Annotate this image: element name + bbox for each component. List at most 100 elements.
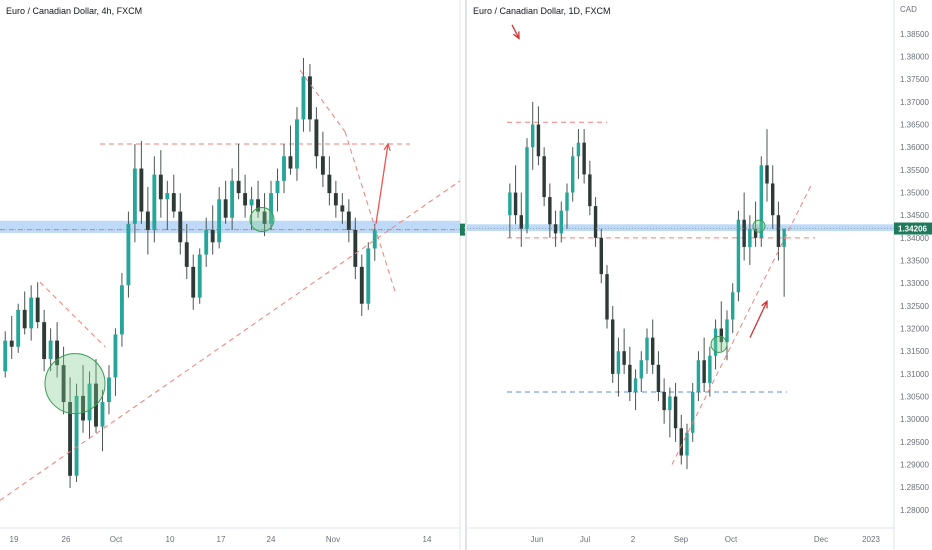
candle-body bbox=[236, 180, 241, 194]
candle-body bbox=[628, 364, 632, 392]
candle bbox=[748, 215, 752, 266]
candle bbox=[197, 248, 202, 304]
candle-body bbox=[249, 199, 254, 206]
time-tick-label: 2023 bbox=[862, 535, 880, 544]
candle-body bbox=[119, 285, 124, 335]
candle bbox=[81, 365, 85, 433]
candle-body bbox=[372, 229, 377, 249]
candle-body bbox=[327, 174, 332, 194]
candle bbox=[230, 168, 235, 230]
price-tick-label: 1.28000 bbox=[900, 506, 929, 515]
candle-body bbox=[197, 254, 202, 298]
price-tick-label: 1.34500 bbox=[900, 211, 929, 220]
chart-pane-4h[interactable]: Euro / Canadian Dollar, 4h, FXCM 1.37500… bbox=[0, 0, 465, 550]
candle bbox=[685, 423, 689, 470]
price-tick-label: 1.32500 bbox=[900, 302, 929, 311]
candle-body bbox=[132, 168, 137, 224]
trendline[interactable] bbox=[0, 180, 461, 501]
candle-body bbox=[223, 199, 228, 218]
trendline[interactable] bbox=[344, 131, 396, 292]
candle-body bbox=[275, 180, 280, 194]
candle-body bbox=[9, 340, 14, 347]
time-tick-label: 14 bbox=[423, 535, 432, 544]
candle-body bbox=[29, 297, 34, 329]
candle-body bbox=[782, 228, 786, 247]
candle bbox=[599, 228, 603, 284]
candle bbox=[61, 346, 66, 415]
candle-body bbox=[616, 351, 621, 374]
candle bbox=[531, 101, 535, 170]
candle bbox=[288, 125, 293, 175]
candle-body bbox=[713, 328, 718, 356]
time-tick-label: Jun bbox=[531, 535, 544, 544]
time-tick-label: 26 bbox=[62, 535, 71, 544]
candle bbox=[3, 331, 8, 378]
candle-body bbox=[145, 211, 150, 230]
candle-body bbox=[719, 328, 723, 343]
candle-body bbox=[656, 364, 661, 392]
chart-canvas-1d[interactable]: 1.38500 1.38000 1.37500 1.37000 1.36500 1.360… bbox=[467, 0, 932, 550]
candle-body bbox=[645, 337, 649, 361]
candle-body bbox=[81, 395, 85, 421]
candle bbox=[217, 186, 222, 249]
price-axis[interactable] bbox=[460, 0, 465, 550]
candle-body bbox=[525, 147, 529, 229]
candle-body bbox=[513, 192, 518, 216]
candle bbox=[611, 305, 615, 383]
time-tick-label: Dec bbox=[814, 535, 828, 544]
pane-divider[interactable] bbox=[465, 0, 467, 550]
candle bbox=[113, 328, 118, 396]
candle-body bbox=[152, 174, 157, 230]
candle-body bbox=[204, 229, 209, 255]
trendline[interactable] bbox=[299, 69, 346, 132]
candle bbox=[628, 346, 632, 402]
highlight-circle[interactable] bbox=[710, 335, 728, 353]
candle bbox=[243, 174, 248, 218]
candle-body bbox=[548, 197, 552, 225]
candle bbox=[622, 328, 626, 374]
candle-body bbox=[582, 142, 586, 175]
time-tick-label: Jul bbox=[580, 535, 590, 544]
candle-body bbox=[68, 402, 73, 476]
candle-body bbox=[702, 360, 706, 383]
candle-body bbox=[184, 242, 189, 267]
chart-canvas-4h[interactable]: 1.375001.370001.365001.360001.355001.350… bbox=[0, 0, 465, 550]
trendline[interactable] bbox=[39, 281, 106, 348]
candle bbox=[22, 291, 27, 335]
highlight-circle[interactable] bbox=[44, 353, 106, 415]
candle-body bbox=[158, 174, 163, 200]
candle-body bbox=[217, 199, 222, 243]
highlight-circle[interactable] bbox=[752, 219, 766, 233]
candle bbox=[269, 180, 273, 230]
candle bbox=[548, 183, 552, 238]
candle bbox=[236, 143, 241, 200]
arrow-head bbox=[761, 299, 768, 309]
time-tick-label: 10 bbox=[166, 535, 175, 544]
candle-body bbox=[74, 395, 79, 476]
candle-body bbox=[210, 229, 215, 243]
support-zone bbox=[467, 224, 894, 232]
trendline[interactable] bbox=[671, 183, 813, 465]
candle bbox=[782, 228, 786, 297]
candle bbox=[333, 180, 338, 218]
candle-body bbox=[366, 248, 371, 304]
candle-body bbox=[633, 378, 638, 392]
candle bbox=[275, 168, 280, 212]
candle bbox=[42, 309, 47, 372]
time-tick-label: Sep bbox=[674, 535, 689, 544]
price-tick-label: 1.38500 bbox=[900, 30, 929, 39]
candle bbox=[223, 180, 228, 224]
candle-body bbox=[165, 193, 170, 200]
candle bbox=[765, 129, 769, 202]
candle bbox=[165, 180, 170, 230]
arrow-shaft bbox=[749, 301, 768, 338]
candle-body bbox=[748, 228, 752, 247]
candle bbox=[662, 378, 666, 424]
price-axis[interactable] bbox=[894, 0, 932, 550]
highlight-circle[interactable] bbox=[249, 207, 275, 233]
candle-body bbox=[599, 237, 603, 275]
price-tick-label: 1.30500 bbox=[900, 393, 929, 402]
candle-body bbox=[178, 211, 183, 243]
last-price-tag bbox=[894, 222, 932, 235]
chart-pane-1d[interactable]: Euro / Canadian Dollar, 1D, FXCM 1.38500… bbox=[467, 0, 932, 550]
